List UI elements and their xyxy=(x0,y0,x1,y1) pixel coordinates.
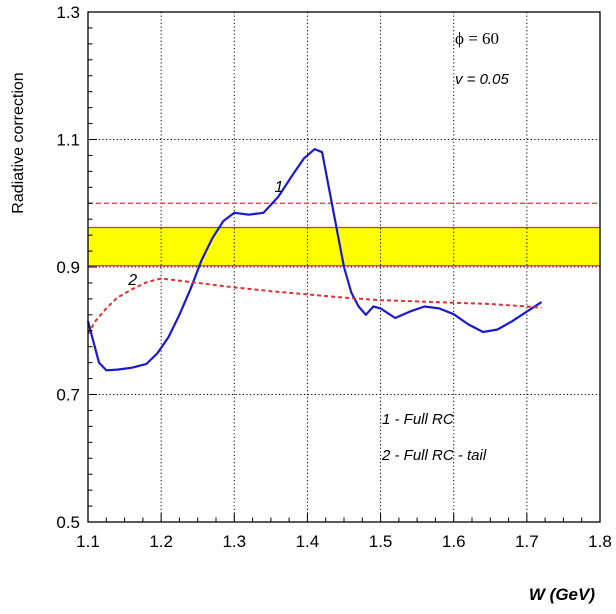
phi-annotation: ϕ = 60 xyxy=(455,29,499,48)
y-axis-label: Radiative correction xyxy=(10,72,27,213)
y-tick-label: 0.7 xyxy=(56,386,80,405)
x-tick-label: 1.3 xyxy=(222,532,246,551)
legend-entry-1: 1 - Full RC xyxy=(382,411,454,428)
series-2-line xyxy=(87,277,542,335)
x-tick-label: 1.1 xyxy=(76,532,100,551)
yellow-band xyxy=(88,227,600,266)
band-layer xyxy=(88,226,600,267)
x-tick-label: 1.7 xyxy=(515,532,539,551)
x-tick-label: 1.2 xyxy=(149,532,173,551)
x-axis-label: W (GeV) xyxy=(529,585,595,604)
x-tick-label: 1.4 xyxy=(296,532,320,551)
y-tick-label: 0.9 xyxy=(56,258,80,277)
x-tick-label: 1.6 xyxy=(442,532,466,551)
y-tick-label: 1.1 xyxy=(56,131,80,150)
x-tick-label: 1.5 xyxy=(369,532,393,551)
x-tick-label: 1.8 xyxy=(588,532,612,551)
curve-label-2: 2 xyxy=(127,272,137,289)
series-1-line xyxy=(86,148,543,372)
legend-entry-2: 2 - Full RC - tail xyxy=(381,447,487,464)
y-tick-label: 0.5 xyxy=(56,513,80,532)
tick-layer: 1.1 1.2 1.3 1.4 1.5 1.6 1.7 1.8 0.5 0.7 0.9 1.1 1.3 xyxy=(56,3,611,551)
series-layer: 12 xyxy=(86,148,543,372)
curve-label-1: 1 xyxy=(275,179,284,196)
y-tick-label: 1.3 xyxy=(56,3,80,22)
v-annotation: v = 0.05 xyxy=(455,71,509,88)
